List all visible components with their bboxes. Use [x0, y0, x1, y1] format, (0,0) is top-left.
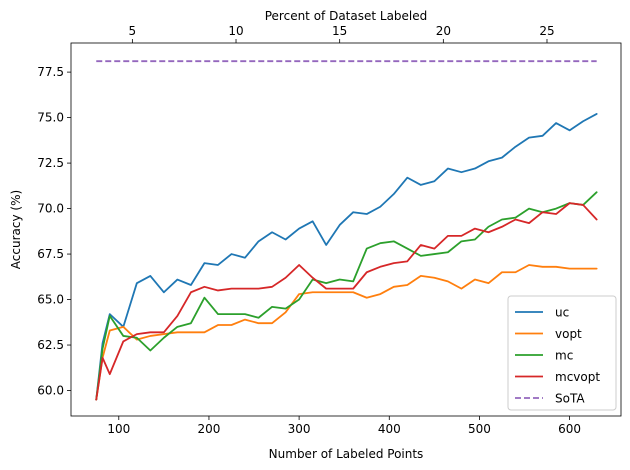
series-line-mcvopt: [95, 202, 598, 401]
plot-frame: [70, 42, 622, 417]
y-tick-label: 65.0: [37, 293, 64, 307]
y-tick-label: 67.5: [37, 247, 64, 261]
legend-label-uc: uc: [555, 306, 569, 320]
ticks-layer: 100 200 300 400 500 600 5 10 15 20 25 60.0 62.5 65.0 6…: [37, 24, 581, 436]
series-line-uc: [95, 113, 598, 401]
x-tick-label: 200: [197, 422, 220, 436]
legend-label-sota: SoTA: [555, 392, 585, 406]
x-tick-label: 400: [378, 422, 401, 436]
y-tick-label: 60.0: [37, 384, 64, 398]
y-tick-label: 75.0: [37, 111, 64, 125]
x-tick-label: 100: [107, 422, 130, 436]
legend-label-vopt: vopt: [555, 327, 582, 341]
top-x-tick-label: 10: [228, 24, 243, 38]
legend: uc vopt mc mcvopt SoTA: [507, 295, 617, 411]
legend-box: [507, 295, 617, 411]
y-tick-label: 62.5: [37, 338, 64, 352]
y-tick-label: 70.0: [37, 202, 64, 216]
series-layer: [95, 60, 598, 401]
top-x-tick-label: 15: [332, 24, 347, 38]
y-tick-label: 72.5: [37, 156, 64, 170]
x-tick-label: 500: [468, 422, 491, 436]
x-axis-label: Number of Labeled Points: [269, 447, 424, 461]
legend-label-mcvopt: mcvopt: [555, 370, 600, 384]
y-axis-label: Accuracy (%): [9, 190, 23, 269]
legend-label-mc: mc: [555, 349, 573, 363]
top-x-tick-label: 5: [129, 24, 137, 38]
x-tick-label: 300: [288, 422, 311, 436]
top-x-axis-label: Percent of Dataset Labeled: [265, 9, 428, 23]
series-line-mc: [95, 191, 598, 401]
top-x-tick-label: 20: [436, 24, 451, 38]
y-tick-label: 77.5: [37, 65, 64, 79]
x-tick-label: 600: [558, 422, 581, 436]
top-x-tick-label: 25: [539, 24, 554, 38]
